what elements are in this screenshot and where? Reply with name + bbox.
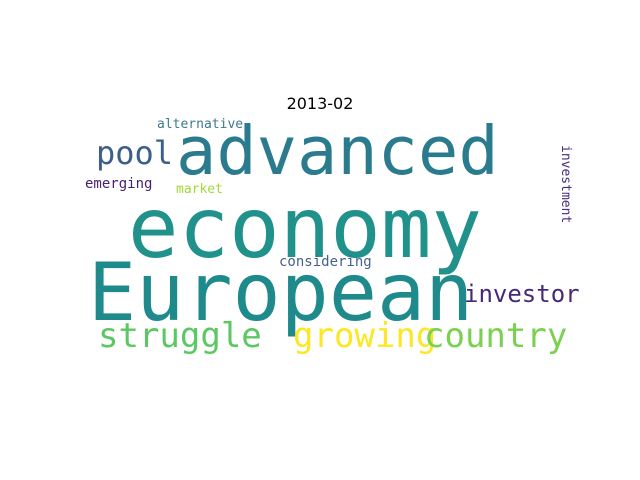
word-investor: investor [464,280,580,308]
word-investment: investment [558,145,573,224]
word-advanced: advanced [176,112,499,190]
word-european: European [88,246,474,339]
chart-title: 2013-02 [286,94,354,113]
word-struggle: struggle [98,316,262,356]
word-pool: pool [96,134,174,172]
word-considering: considering [279,254,372,270]
word-economy: economy [128,179,483,277]
word-country: country [424,316,568,356]
word-growing: growing [293,316,437,356]
word-market: market [176,182,223,197]
word-alternative: alternative [157,117,244,132]
word-emerging: emerging [85,176,153,192]
